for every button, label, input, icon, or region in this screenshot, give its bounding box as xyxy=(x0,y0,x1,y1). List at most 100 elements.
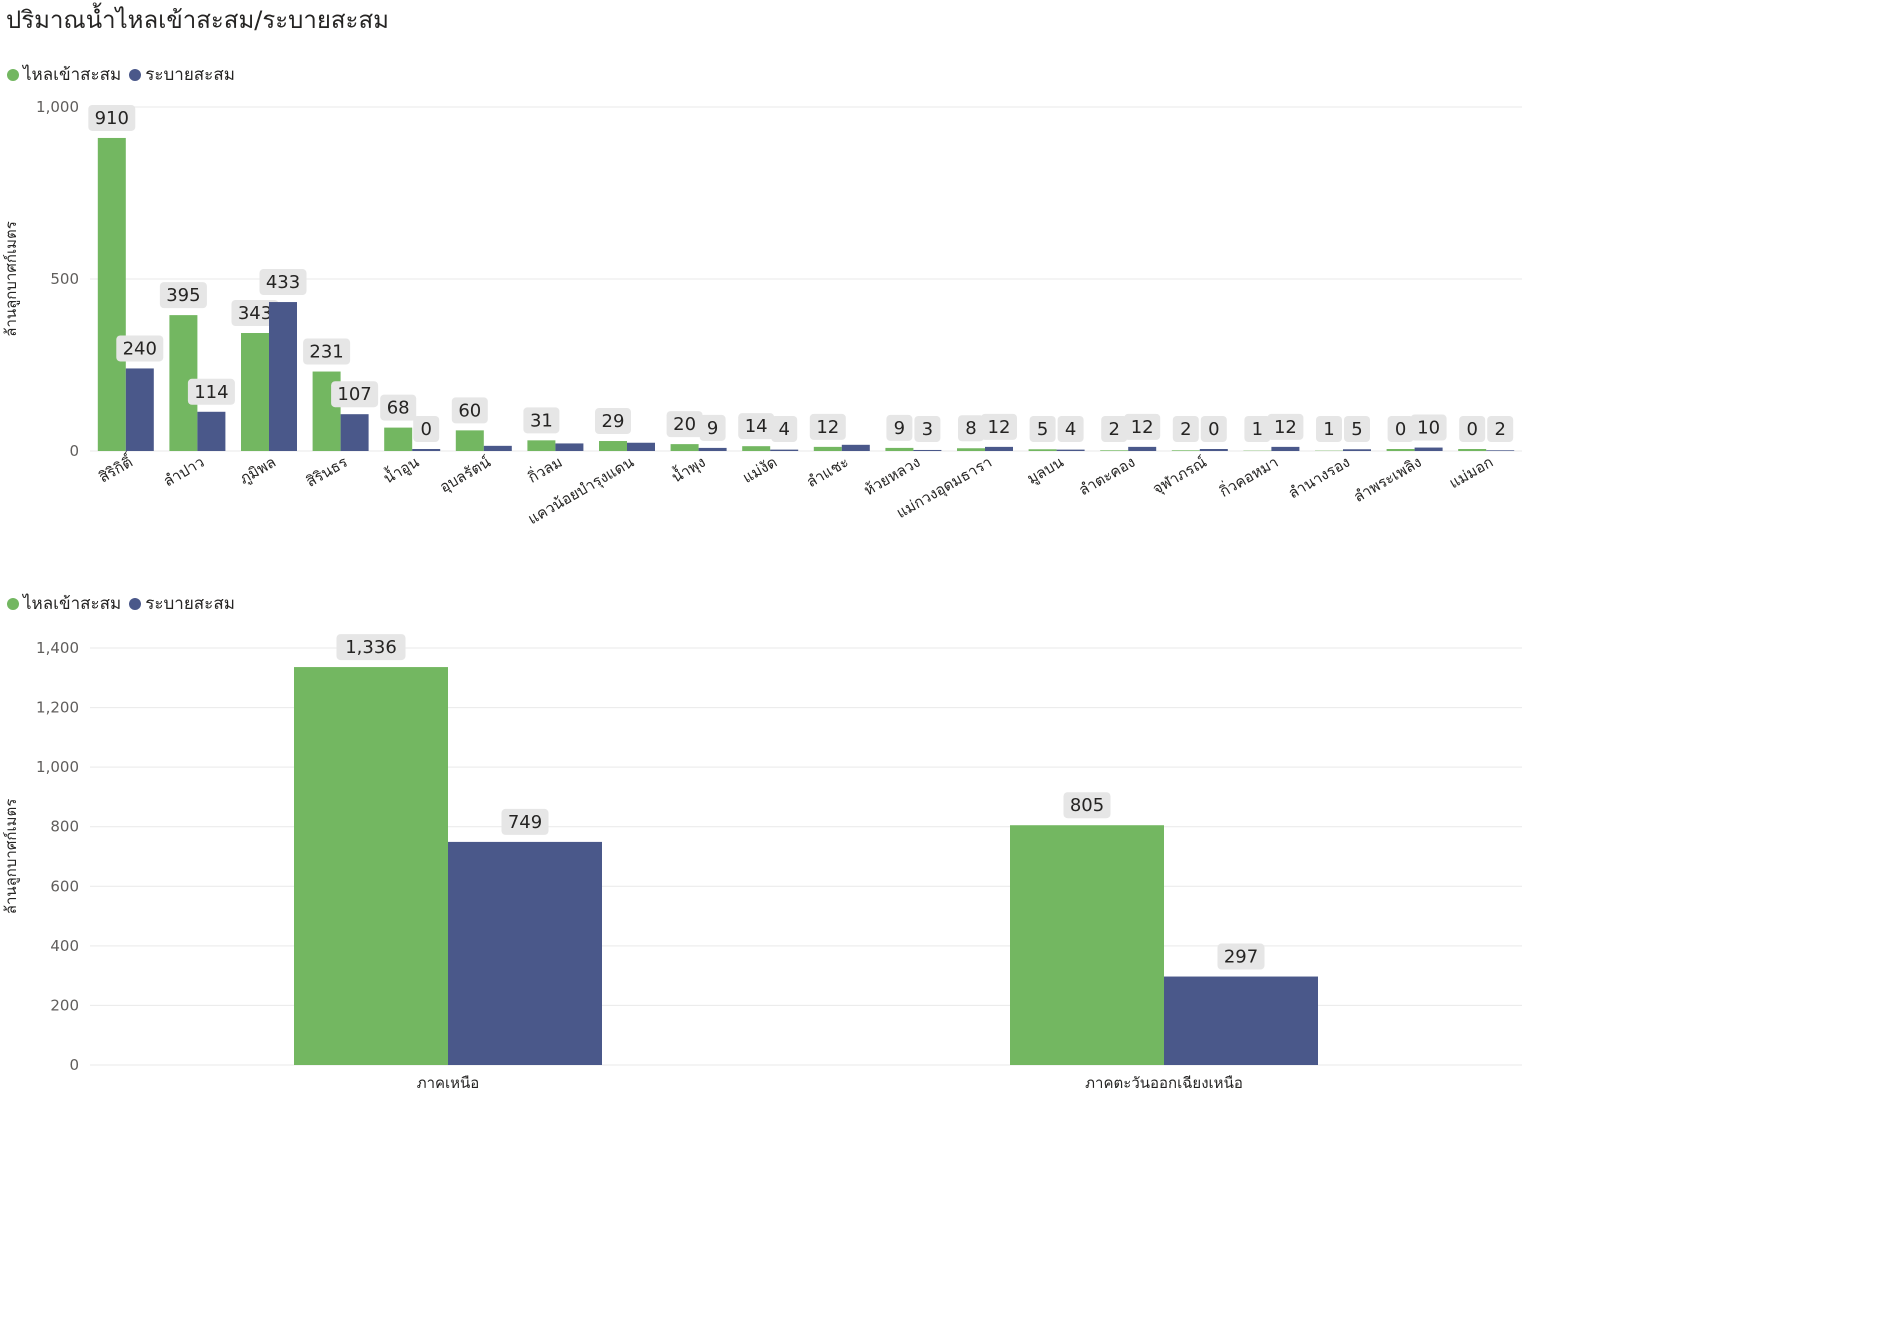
bar-outflow[interactable] xyxy=(269,302,297,451)
data-label-inflow: 2 xyxy=(1180,419,1191,440)
bar-inflow[interactable] xyxy=(97,137,126,451)
data-label-inflow-bg xyxy=(958,415,984,442)
bar-outflow[interactable] xyxy=(1414,447,1443,451)
data-label-outflow: 749 xyxy=(508,812,542,833)
data-label-outflow: 5 xyxy=(1351,419,1362,440)
bar-inflow[interactable] xyxy=(384,427,413,451)
bar-inflow[interactable] xyxy=(241,333,269,451)
y-tick-label: 1,000 xyxy=(36,758,79,776)
data-label-outflow-bg xyxy=(331,381,379,408)
bar-outflow[interactable] xyxy=(1271,446,1300,451)
data-label-outflow-bg xyxy=(914,416,941,442)
data-label-inflow: 12 xyxy=(816,417,839,438)
bar-outflow[interactable] xyxy=(125,368,154,451)
data-label-inflow: 1 xyxy=(1252,419,1263,440)
data-label-outflow-bg xyxy=(1344,416,1370,442)
bar-inflow[interactable] xyxy=(1100,450,1129,451)
bar-outflow[interactable] xyxy=(448,841,602,1065)
bar-outflow[interactable] xyxy=(1056,449,1085,451)
data-label-inflow: 20 xyxy=(673,414,696,435)
y-axis-title: ล้านลูกบาศก์เมตร xyxy=(2,799,20,915)
bar-inflow[interactable] xyxy=(527,440,556,451)
bar-outflow[interactable] xyxy=(1343,449,1371,451)
bar-outflow[interactable] xyxy=(340,414,369,451)
data-label-inflow: 0 xyxy=(1466,419,1477,440)
bar-outflow[interactable] xyxy=(1199,449,1228,451)
data-label-inflow: 0 xyxy=(1395,419,1406,440)
bar-inflow[interactable] xyxy=(1171,450,1200,451)
bar-outflow[interactable] xyxy=(841,444,870,451)
y-tick-label: 800 xyxy=(50,818,79,836)
data-label-inflow-bg xyxy=(523,407,560,434)
data-label-inflow-bg xyxy=(159,282,207,309)
bar-outflow[interactable] xyxy=(913,449,942,451)
data-label-outflow-bg xyxy=(771,416,798,442)
data-label-inflow: 343 xyxy=(238,303,272,324)
data-label-outflow-bg xyxy=(699,414,726,441)
data-label-inflow-bg xyxy=(336,634,406,661)
data-label-inflow: 805 xyxy=(1070,795,1104,816)
data-label-inflow-bg xyxy=(451,397,488,424)
bar-inflow[interactable] xyxy=(294,667,448,1065)
data-label-outflow-bg xyxy=(1410,414,1447,441)
data-label-outflow: 4 xyxy=(1065,419,1076,440)
bar-inflow[interactable] xyxy=(455,430,484,451)
bar-outflow[interactable] xyxy=(985,446,1013,451)
bar-outflow[interactable] xyxy=(770,449,799,451)
legend-item-inflow[interactable]: ไหลเข้าสะสม xyxy=(7,64,121,86)
data-label-inflow-bg xyxy=(1244,416,1271,442)
y-tick-label: 0 xyxy=(69,442,79,460)
chart1-legend: ไหลเข้าสะสม ระบายสะสม xyxy=(7,64,243,86)
bar-inflow[interactable] xyxy=(670,444,699,451)
bar-outflow[interactable] xyxy=(197,411,226,451)
data-label-inflow-bg xyxy=(1172,416,1199,442)
bar-inflow[interactable] xyxy=(1028,449,1057,451)
data-label-inflow-bg xyxy=(1459,416,1486,442)
data-label-outflow-bg xyxy=(1217,943,1265,970)
data-label-outflow: 0 xyxy=(420,419,431,440)
y-axis-title: ล้านลูกบาศก์เมตร xyxy=(2,221,20,337)
data-label-inflow-bg xyxy=(1029,416,1056,442)
bar-inflow[interactable] xyxy=(742,446,771,451)
bar-outflow[interactable] xyxy=(483,445,512,451)
bar-outflow[interactable] xyxy=(627,442,655,451)
bar-outflow[interactable] xyxy=(412,449,441,451)
bar-outflow[interactable] xyxy=(698,447,727,451)
data-label-outflow-bg xyxy=(413,416,440,442)
bar-inflow[interactable] xyxy=(813,446,842,451)
data-label-outflow: 12 xyxy=(1131,417,1154,438)
legend-item-outflow[interactable]: ระบายสะสม xyxy=(129,593,235,615)
data-label-inflow-bg xyxy=(380,394,417,421)
data-label-outflow-bg xyxy=(187,378,235,405)
data-label-inflow-bg xyxy=(88,104,136,131)
legend-label-inflow: ไหลเข้าสะสม xyxy=(23,594,122,614)
data-label-outflow-bg xyxy=(259,269,307,296)
data-label-inflow: 1,336 xyxy=(345,637,397,658)
y-tick-label: 1,400 xyxy=(36,639,79,657)
y-tick-label: 400 xyxy=(50,937,79,955)
data-label-outflow-bg xyxy=(981,413,1017,440)
data-label-outflow-bg xyxy=(1057,416,1084,442)
bar-inflow[interactable] xyxy=(957,448,985,451)
bar-outflow[interactable] xyxy=(1486,450,1515,451)
bar-inflow[interactable] xyxy=(1458,449,1487,451)
legend-label-outflow: ระบายสะสม xyxy=(145,594,235,614)
legend-item-inflow[interactable]: ไหลเข้าสะสม xyxy=(7,593,121,615)
bar-inflow[interactable] xyxy=(599,441,627,451)
bar-inflow[interactable] xyxy=(885,447,914,451)
data-label-inflow-bg xyxy=(738,413,775,440)
data-label-outflow: 12 xyxy=(1274,417,1297,438)
legend-dot-outflow xyxy=(129,69,142,81)
legend-item-outflow[interactable]: ระบายสะสม xyxy=(129,64,235,86)
bar-outflow[interactable] xyxy=(1164,976,1318,1065)
data-label-inflow-bg xyxy=(1387,416,1414,442)
legend-label-outflow: ระบายสะสม xyxy=(145,65,235,85)
bar-outflow[interactable] xyxy=(555,443,584,451)
data-label-outflow: 114 xyxy=(194,382,228,403)
bar-inflow[interactable] xyxy=(1386,449,1415,451)
data-label-inflow: 29 xyxy=(602,411,625,432)
data-label-inflow-bg xyxy=(303,338,351,365)
bar-outflow[interactable] xyxy=(1128,446,1157,451)
bar-inflow[interactable] xyxy=(1010,825,1164,1065)
data-label-inflow: 5 xyxy=(1037,419,1048,440)
